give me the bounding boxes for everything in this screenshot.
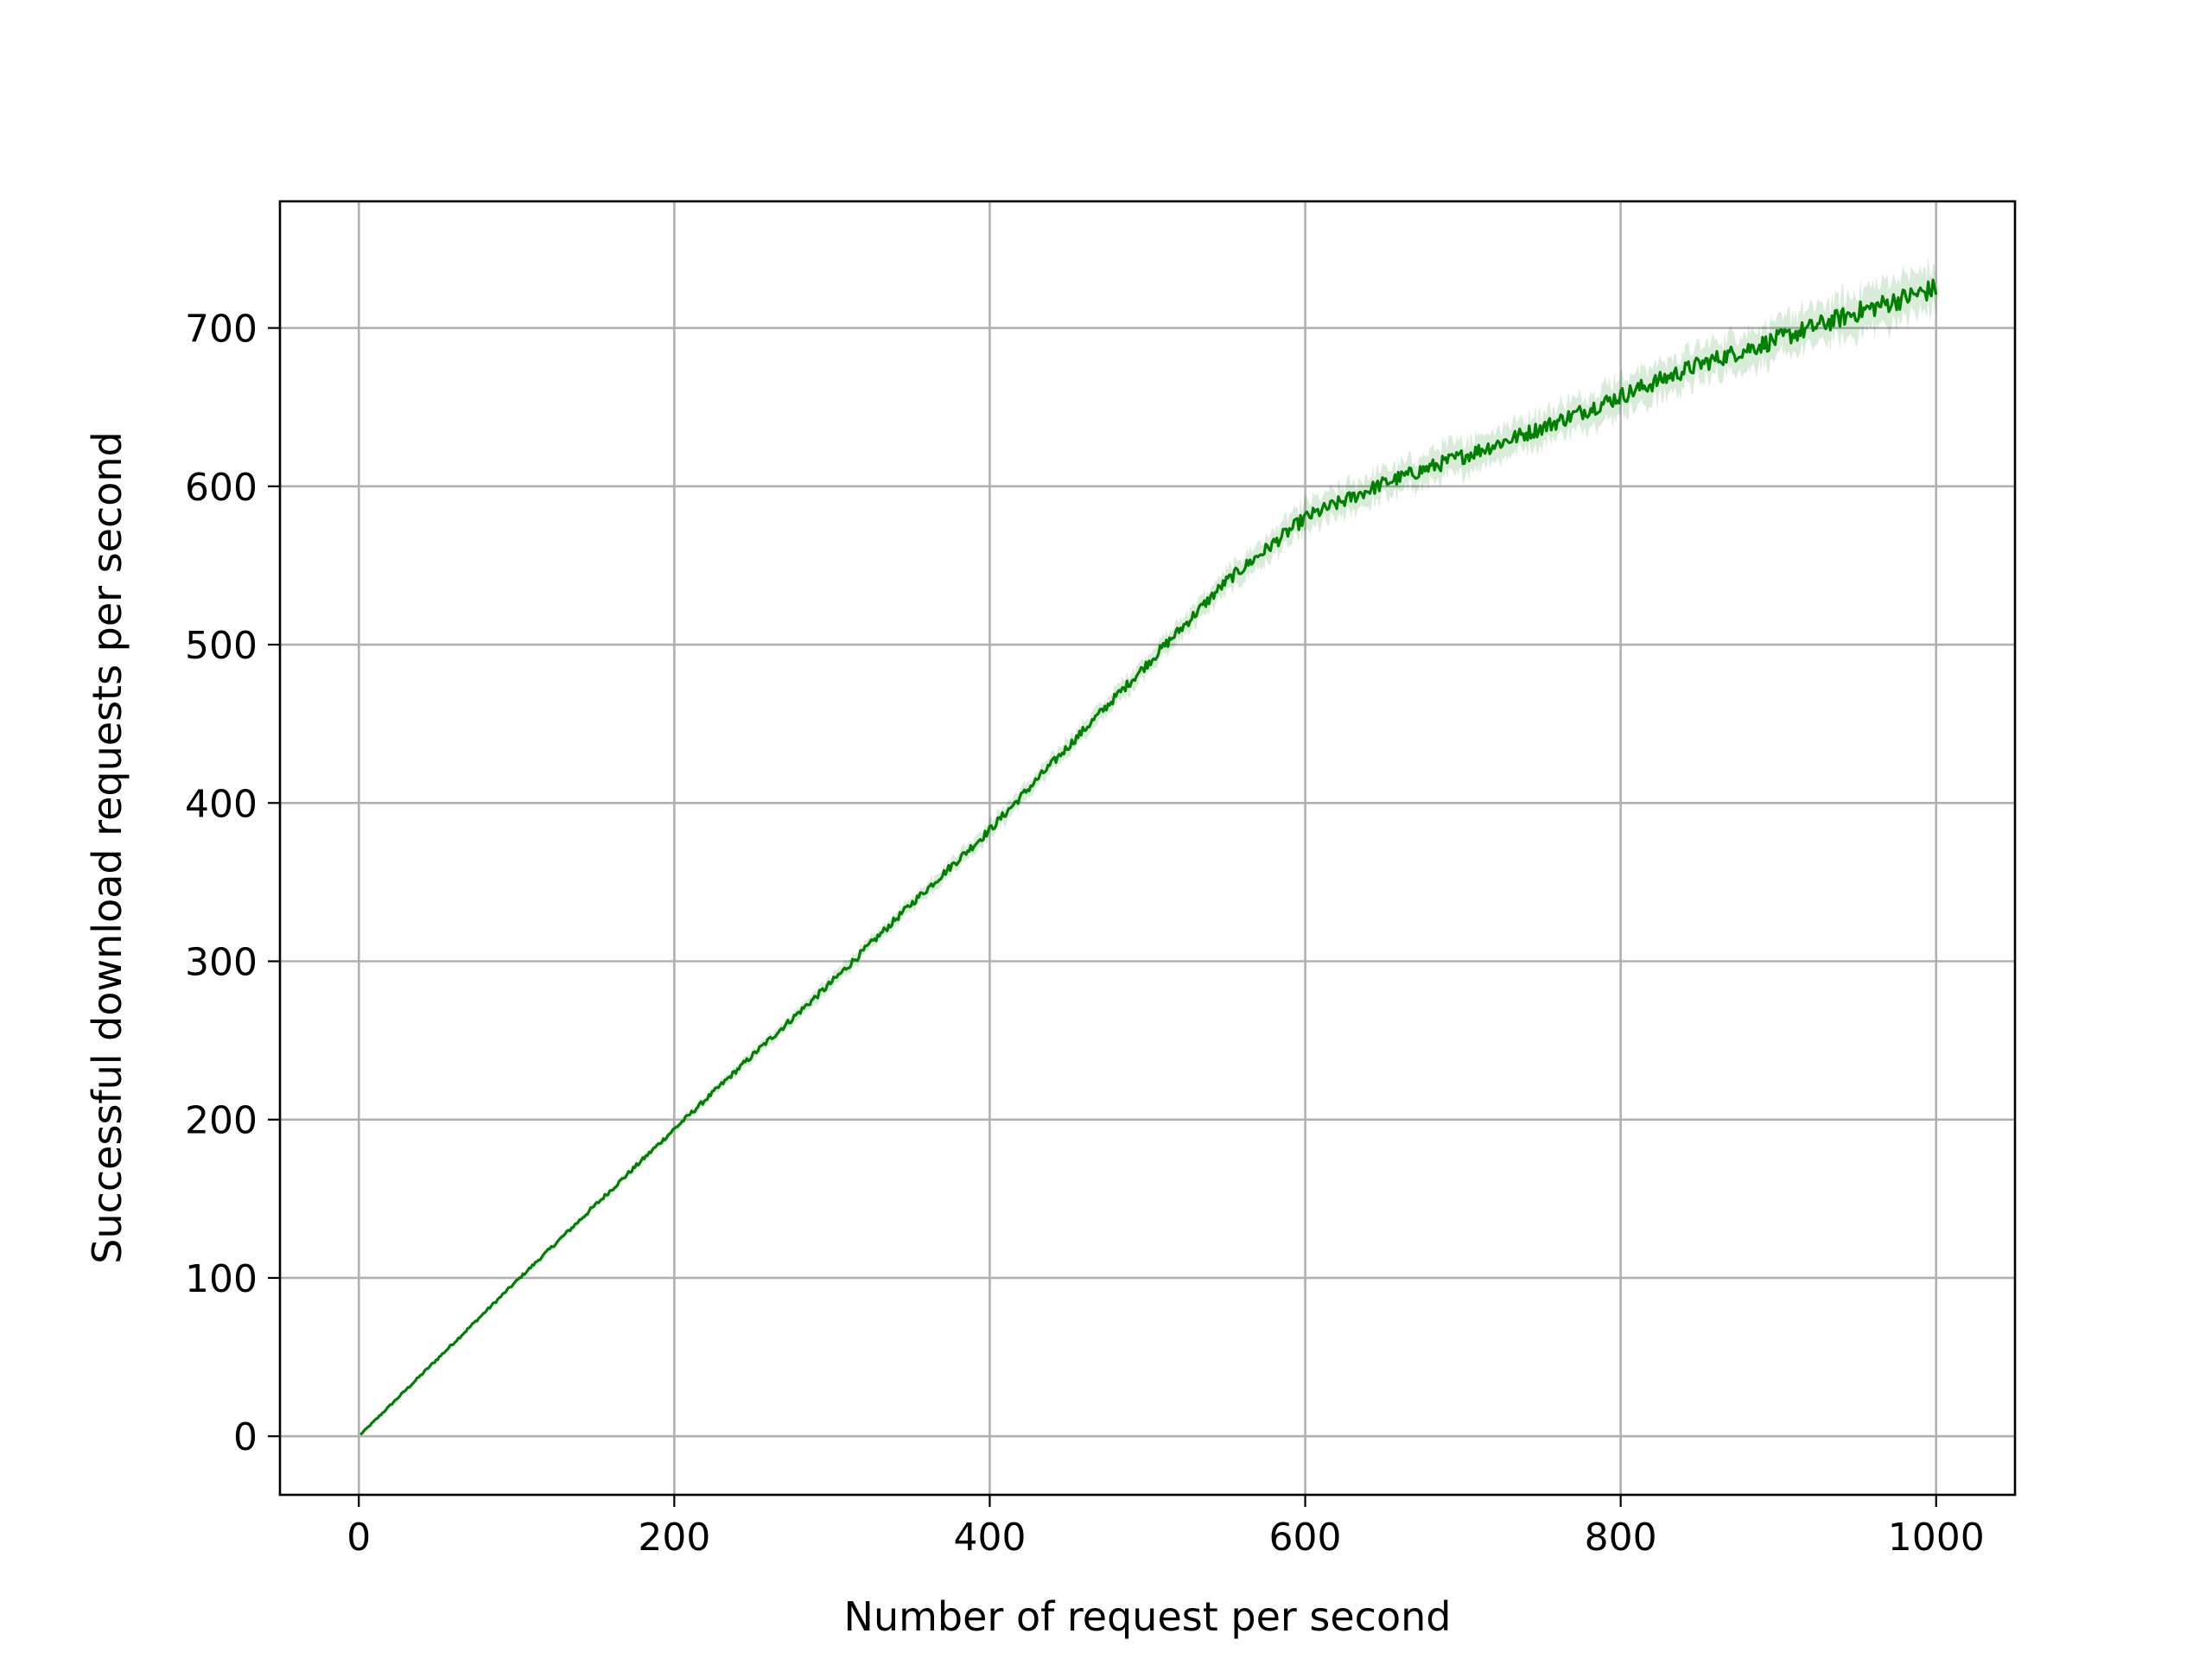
y-tick-label: 400 xyxy=(185,782,257,826)
x-tick-label: 400 xyxy=(953,1516,1026,1560)
series-lines xyxy=(359,278,1938,1436)
y-tick-label: 300 xyxy=(185,941,257,985)
y-tick-label: 600 xyxy=(185,466,257,510)
x-axis-ticks: 0 200 400 600 800 1000 xyxy=(346,1495,1985,1560)
y-tick-label: 100 xyxy=(185,1257,257,1301)
x-tick-label: 200 xyxy=(638,1516,710,1560)
x-tick-label: 800 xyxy=(1585,1516,1657,1560)
x-tick-label: 1000 xyxy=(1888,1516,1985,1560)
y-tick-label: 0 xyxy=(233,1415,257,1459)
series-band xyxy=(360,256,1936,1435)
y-tick-label: 700 xyxy=(185,308,257,352)
confidence-band xyxy=(360,256,1936,1435)
x-tick-label: 0 xyxy=(346,1516,371,1560)
plot-frame xyxy=(278,200,2017,1497)
y-tick-label: 200 xyxy=(185,1099,257,1143)
y-axis-label: Successful download requests per second xyxy=(84,431,130,1264)
x-axis-label: Number of request per second xyxy=(844,1593,1452,1640)
y-tick-label: 500 xyxy=(185,624,257,668)
y-axis-ticks: 0 100 200 300 400 500 600 700 xyxy=(185,308,280,1459)
grid-lines xyxy=(280,201,2015,1495)
series-line xyxy=(359,278,1938,1436)
x-tick-label: 600 xyxy=(1269,1516,1342,1560)
